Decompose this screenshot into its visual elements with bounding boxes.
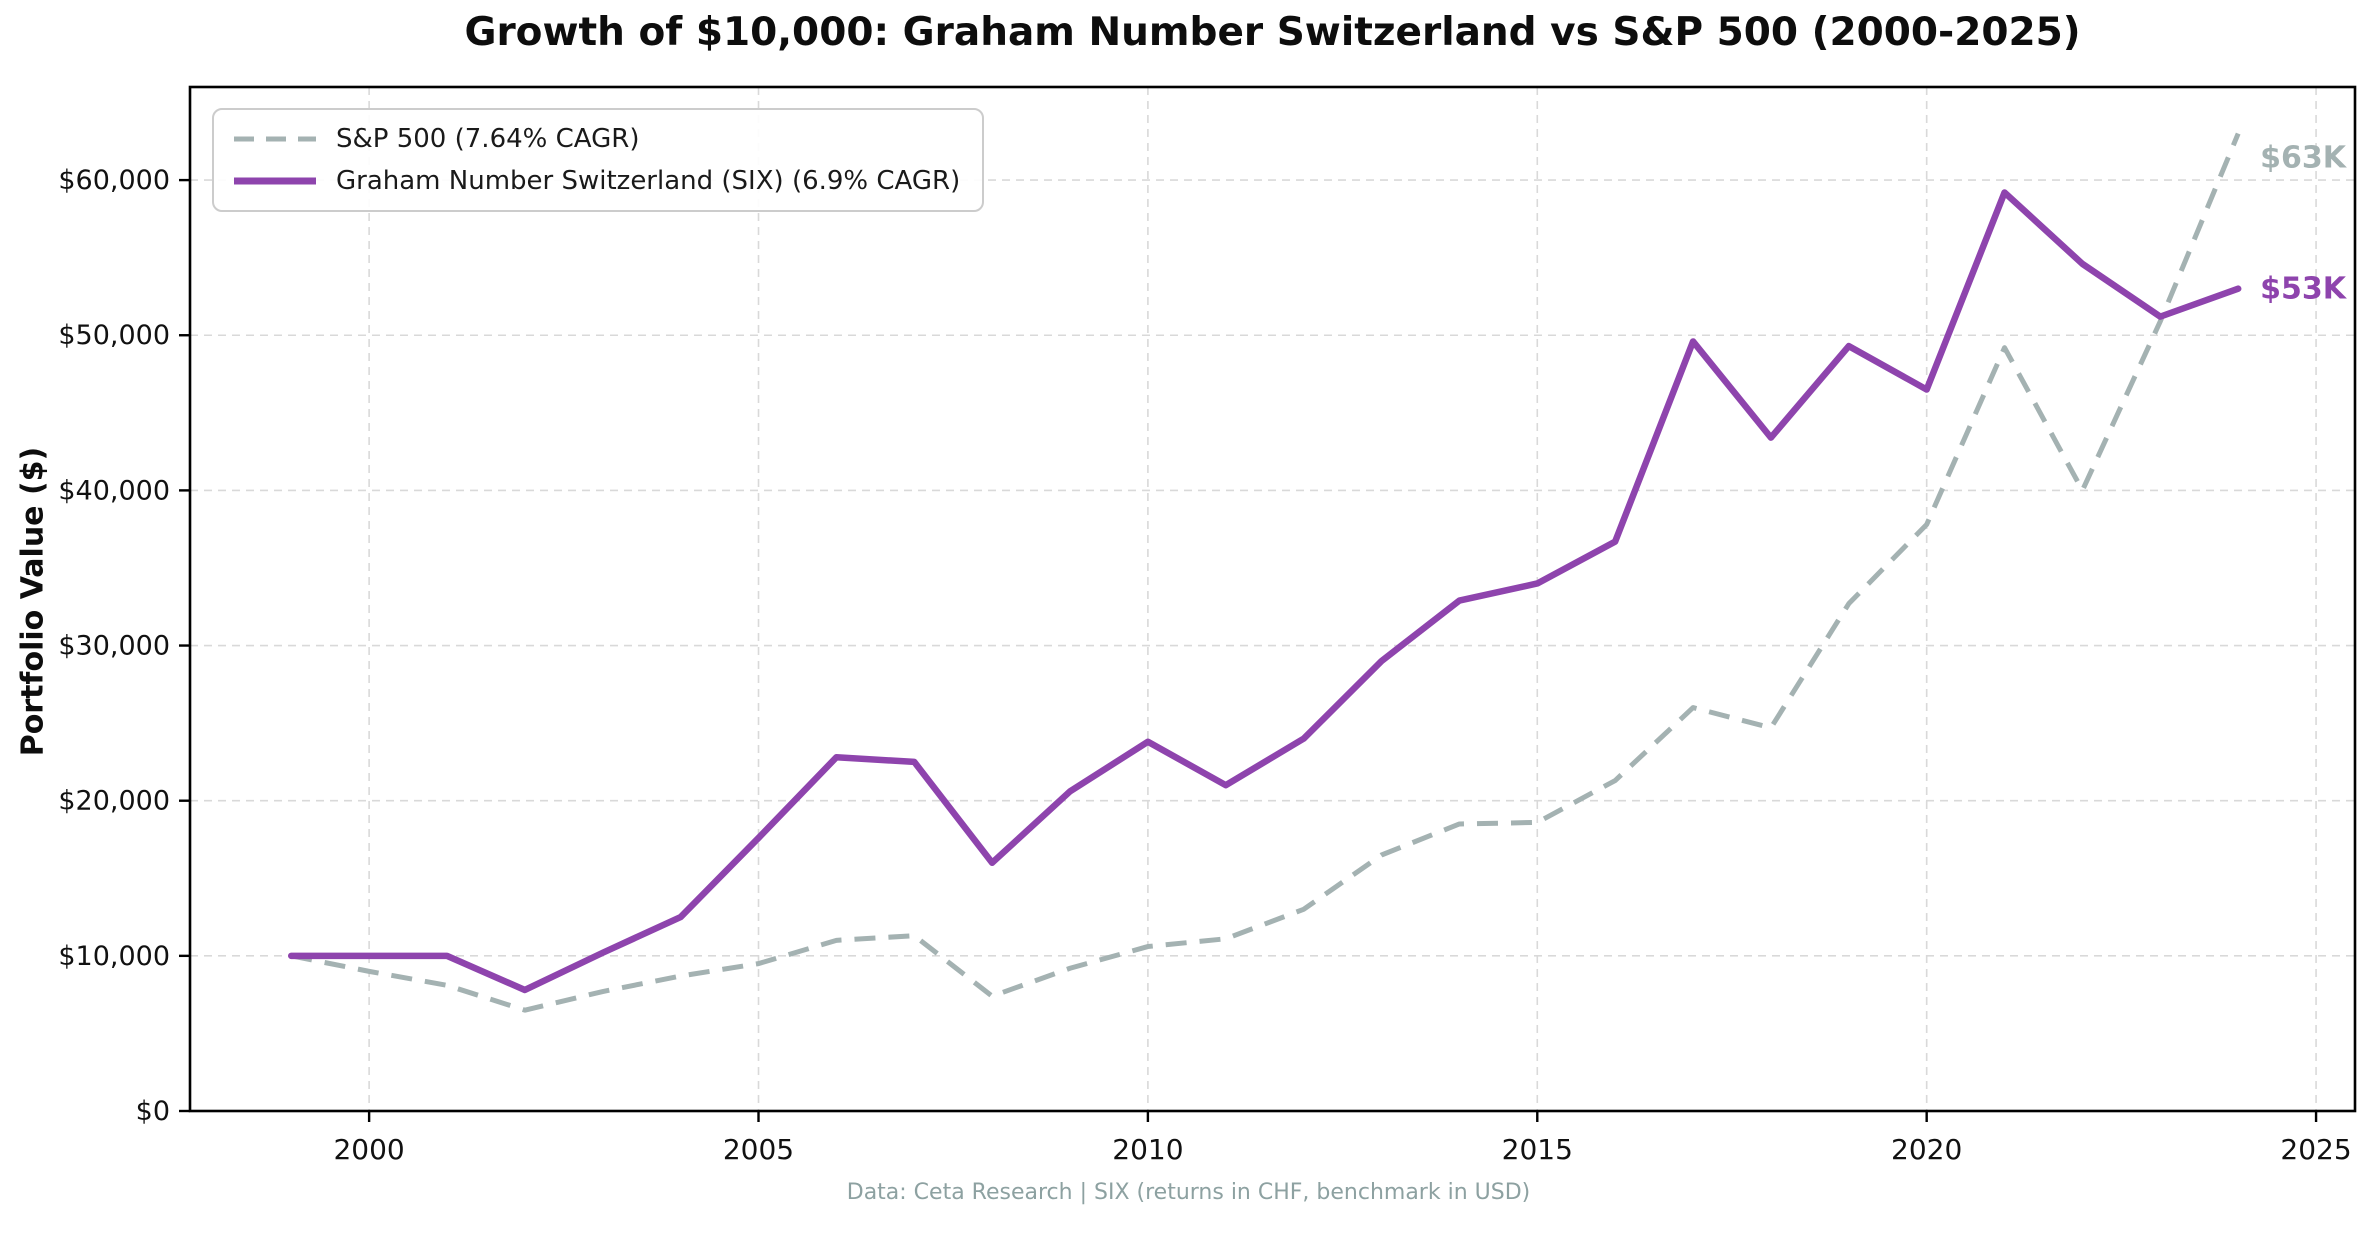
sp500-end-value-label: $63K: [2260, 140, 2347, 176]
legend-item-sp500: S&P 500 (7.64% CAGR): [232, 124, 960, 154]
data-source-note: Data: Ceta Research | SIX (returns in CH…: [846, 1180, 1531, 1205]
y-tick-label: $20,000: [58, 786, 170, 817]
legend-label-sp500: S&P 500 (7.64% CAGR): [336, 124, 640, 154]
x-tick-label: 2010: [1112, 1133, 1183, 1166]
sp500-dashed-swatch-icon: [234, 136, 316, 142]
x-tick-label: 2015: [1502, 1133, 1573, 1166]
x-tick-label: 2020: [1891, 1133, 1962, 1166]
y-tick-label: $50,000: [58, 320, 170, 351]
sp500-line: [290, 132, 2241, 1013]
y-tick-label: $0: [136, 1096, 170, 1127]
x-tick-label: 2000: [333, 1133, 404, 1166]
legend: S&P 500 (7.64% CAGR) Graham Number Switz…: [212, 108, 985, 212]
y-tick-label: $30,000: [58, 631, 170, 662]
legend-item-graham: Graham Number Switzerland (SIX) (6.9% CA…: [232, 166, 960, 196]
graham-line: [287, 189, 2242, 994]
y-tick-label: $60,000: [58, 165, 170, 196]
x-tick-label: 2025: [2280, 1133, 2351, 1166]
graham-solid-swatch-icon: [234, 177, 316, 185]
legend-label-graham: Graham Number Switzerland (SIX) (6.9% CA…: [336, 166, 961, 196]
chart-title: Growth of $10,000: Graham Number Switzer…: [464, 10, 2081, 55]
graham-end-value-label: $53K: [2260, 271, 2347, 307]
y-tick-label: $10,000: [58, 941, 170, 972]
x-tick-label: 2005: [723, 1133, 794, 1166]
y-tick-label: $40,000: [58, 475, 170, 506]
plot-frame: [188, 85, 2357, 1113]
